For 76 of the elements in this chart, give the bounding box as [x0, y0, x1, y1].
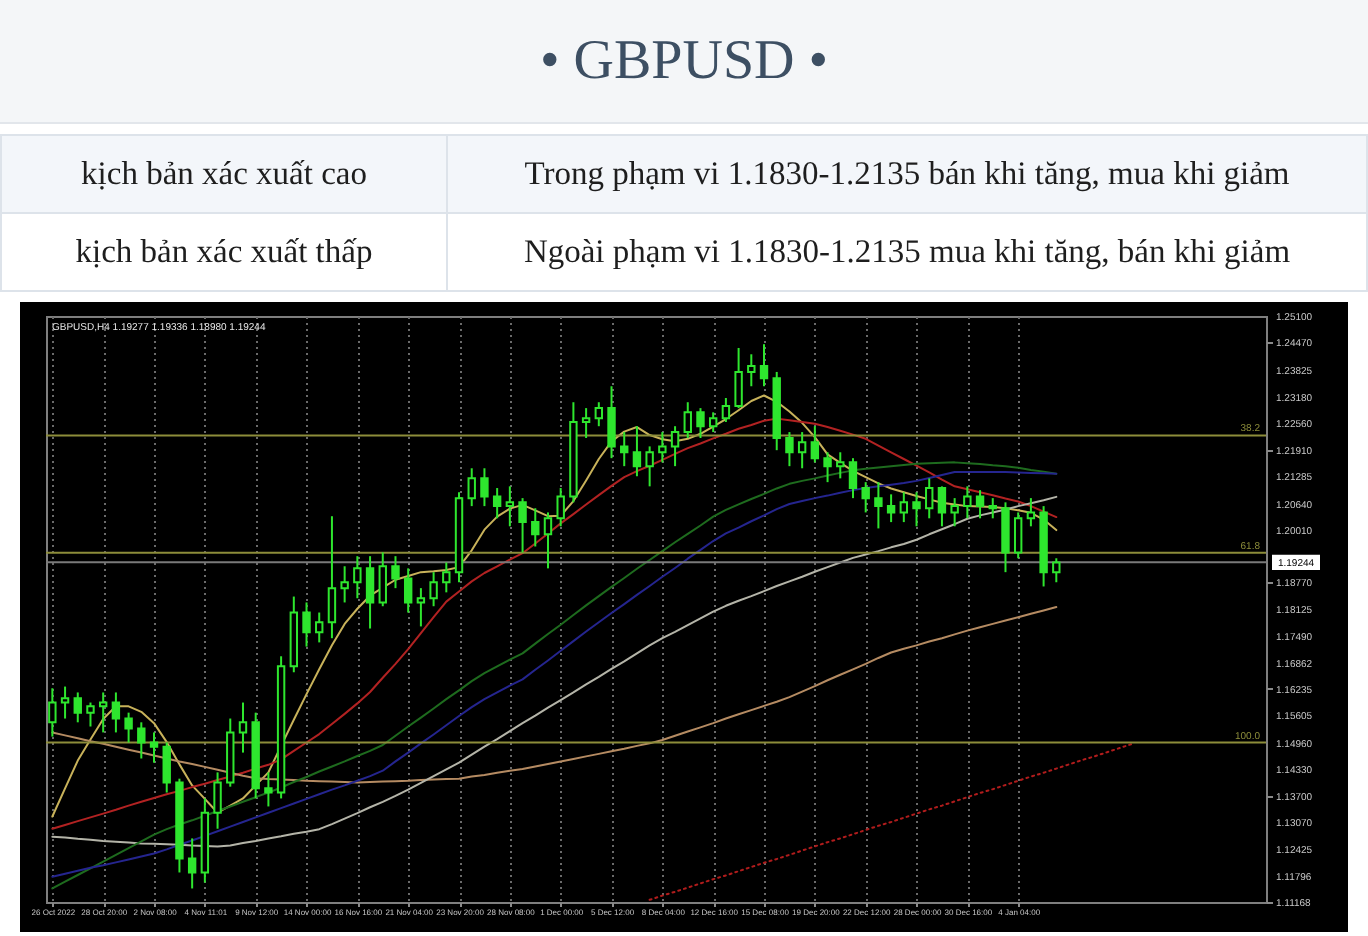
candlestick — [327, 515, 337, 640]
candlestick — [658, 431, 667, 464]
text: Trong phạm vi 1.1830-1.2135 bán khi tăng, mua khi giảm — [447, 135, 1367, 213]
candlestick — [1013, 511, 1023, 560]
candlestick — [937, 485, 947, 528]
candlestick — [708, 411, 718, 434]
candlestick — [759, 343, 769, 388]
candlestick — [683, 401, 692, 439]
line-series — [648, 742, 1134, 901]
candlestick — [632, 425, 642, 478]
candlestick — [315, 611, 324, 644]
candlestick — [912, 491, 921, 528]
chart-title: • GBPUSD • — [539, 29, 829, 93]
candlestick — [111, 691, 121, 734]
candlestick — [403, 567, 413, 614]
line-series — [51, 606, 1058, 784]
candlestick — [416, 587, 426, 628]
candlestick — [264, 771, 273, 808]
candlestick — [620, 431, 629, 468]
candlestick — [581, 407, 591, 439]
candlestick — [963, 485, 972, 520]
candlestick — [340, 565, 349, 604]
candlestick — [238, 701, 248, 754]
candlestick — [531, 507, 540, 548]
candlestick — [1052, 557, 1061, 584]
candlestick — [950, 497, 959, 528]
candlestick — [365, 555, 375, 630]
candlestick — [645, 445, 654, 488]
candlestick — [302, 601, 311, 648]
candlestick — [137, 721, 146, 760]
candlestick — [1026, 497, 1036, 528]
candlestick — [734, 346, 743, 410]
text: kịch bản xác xuất thấp — [1, 213, 447, 291]
candlestick — [975, 489, 985, 520]
candlestick — [60, 685, 70, 720]
text: Ngoài phạm vi 1.1830-1.2135 mua khi tăng, bán khi giảm — [447, 213, 1367, 291]
candlestick — [899, 491, 909, 524]
candlestick — [378, 551, 387, 608]
candlestick — [861, 481, 870, 514]
candlestick — [747, 353, 756, 388]
candlestick — [696, 407, 705, 439]
candlestick — [48, 687, 57, 738]
candlestick — [492, 487, 502, 520]
candlestick — [925, 477, 934, 520]
candlestick — [785, 431, 794, 468]
candlestick — [607, 385, 616, 460]
candlestick — [505, 485, 515, 528]
candlestick — [886, 493, 896, 524]
candlestick — [162, 741, 171, 794]
candlestick — [594, 401, 604, 428]
candlestick — [187, 837, 197, 890]
candlestick — [1001, 501, 1010, 574]
candlestick — [810, 425, 820, 464]
candlestick — [429, 571, 438, 608]
candlestick — [848, 457, 858, 500]
candlestick — [442, 561, 451, 594]
candlestick — [797, 431, 807, 470]
candlestick — [480, 467, 489, 508]
candlestick — [73, 691, 82, 724]
candlestick — [988, 497, 997, 520]
candlestick — [124, 711, 133, 744]
candlestick — [467, 467, 476, 508]
text: kịch bản xác xuất cao — [1, 135, 447, 213]
candlestick — [874, 481, 883, 530]
candlestick — [836, 451, 845, 480]
candlestick — [670, 425, 680, 468]
candlestick — [721, 397, 731, 423]
candlestick — [543, 511, 553, 570]
candlestick — [823, 451, 832, 484]
candlestick — [86, 701, 95, 728]
candlestick — [213, 771, 222, 830]
candlestick — [391, 555, 400, 590]
candlestick — [518, 497, 527, 554]
candlestick — [556, 487, 565, 528]
candlestick — [149, 731, 159, 764]
candlestick — [353, 555, 362, 600]
